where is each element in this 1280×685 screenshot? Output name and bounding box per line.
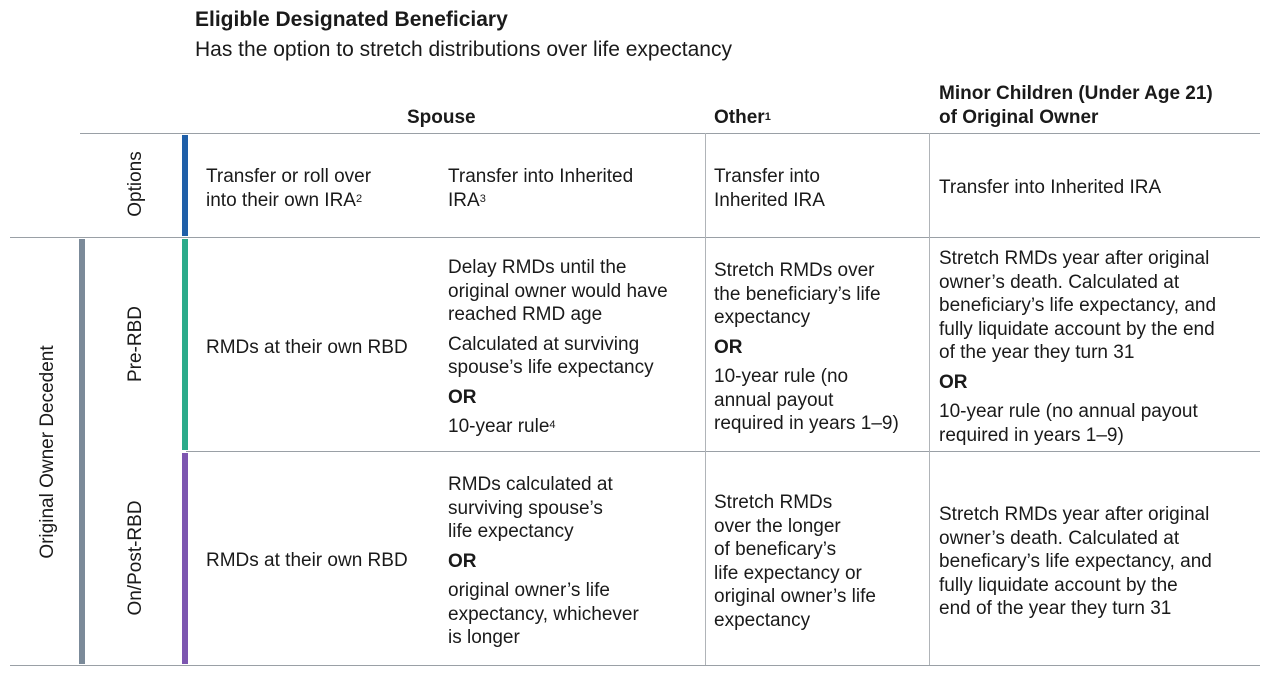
cell-text-line: Transfer into Inherited	[448, 166, 634, 187]
cell-text-line: Stretch RMDs	[714, 492, 833, 513]
cell-text-line: OR	[939, 371, 968, 393]
group-color-bar	[79, 239, 85, 664]
pre-rbd-other: Stretch RMDs over the beneficiary’s life…	[714, 259, 899, 436]
column-divider-other	[705, 133, 706, 665]
column-header-minor-line1: Minor Children (Under Age 21)	[939, 83, 1213, 104]
cell-text-line: Transfer or roll over	[206, 166, 372, 187]
cell-text-line: 10-year rule (no annual payout	[939, 401, 1198, 422]
options-other: Transfer into Inherited IRA	[714, 165, 825, 212]
post-rbd-spouse-calculated: RMDs calculated at surviving spouse’s li…	[448, 473, 639, 650]
cell-text-line: IRA3	[448, 189, 486, 211]
header-divider	[80, 133, 1260, 134]
pre-rbd-spouse-own-rbd: RMDs at their own RBD	[206, 336, 408, 360]
options-color-bar	[182, 135, 188, 236]
cell-text-line: original owner’s life	[448, 580, 610, 601]
cell-text-line: Inherited IRA	[714, 189, 825, 211]
pre-rbd-color-bar	[182, 239, 188, 450]
column-header-other-label: Other	[714, 107, 765, 128]
cell-text-line: fully liquidate account by the	[939, 574, 1178, 596]
column-divider-minor	[929, 133, 930, 665]
cell-text-line: end of the year they turn 31	[939, 598, 1172, 619]
pre-rbd-spouse-delay: Delay RMDs until the original owner woul…	[448, 256, 668, 439]
cell-text-line: surviving spouse’s	[448, 497, 603, 519]
cell-text-line: owner’s death. Calculated at	[939, 527, 1180, 549]
row-label-group: Original Owner Decedent	[37, 345, 58, 559]
footnote-marker: 2	[355, 192, 363, 205]
post-rbd-other: Stretch RMDs over the longer of benefica…	[714, 491, 876, 632]
row-label-pre-rbd: Pre-RBD	[125, 306, 146, 383]
cell-text-line: beneficary’s life expectancy, and	[939, 551, 1212, 572]
cell-text-line: OR	[448, 550, 477, 572]
cell-text-line: RMDs at their own RBD	[206, 550, 408, 571]
cell-text-line: original owner’s life	[714, 586, 876, 607]
column-header-other: Other1	[714, 106, 771, 130]
cell-text-line: Transfer into Inherited IRA	[939, 177, 1162, 198]
options-spouse-inherited-ira: Transfer into Inherited IRA3	[448, 165, 633, 212]
page-title: Eligible Designated Beneficiary	[195, 8, 508, 31]
cell-text-line: fully liquidate account by the end	[939, 318, 1215, 340]
column-header-spouse: Spouse	[407, 107, 476, 128]
cell-text-line: expectancy	[714, 609, 811, 631]
cell-text-line: Stretch RMDs year after original	[939, 248, 1210, 269]
cell-text-line: over the longer	[714, 515, 841, 537]
options-minor: Transfer into Inherited IRA	[939, 176, 1161, 200]
pre-rbd-divider	[186, 451, 1260, 452]
column-header-minor-children: Minor Children (Under Age 21) of Origina…	[939, 82, 1213, 130]
table-bottom-line	[10, 665, 1260, 666]
cell-text-line: Stretch RMDs over	[714, 260, 875, 281]
cell-text-line: beneficiary’s life expectancy, and	[939, 295, 1217, 316]
cell-text-line: spouse’s life expectancy	[448, 357, 654, 378]
cell-text-line: 10-year rule (no	[714, 366, 849, 387]
cell-text-line: of the year they turn 31	[939, 342, 1135, 363]
column-header-minor-line2: of Original Owner	[939, 107, 1099, 128]
post-rbd-minor: Stretch RMDs year after original owner’s…	[939, 503, 1212, 621]
cell-text-line: life expectancy	[448, 521, 574, 542]
cell-text-line: RMDs calculated at	[448, 474, 613, 495]
options-divider	[10, 237, 1260, 238]
cell-text-line: is longer	[448, 627, 520, 648]
cell-text-line: original owner would have	[448, 280, 668, 302]
page-subtitle: Has the option to stretch distributions …	[195, 38, 732, 61]
footnote-marker: 1	[764, 111, 771, 123]
cell-text-line: reached RMD age	[448, 304, 603, 325]
cell-text-line: RMDs at their own RBD	[206, 337, 408, 358]
cell-text-line: Stretch RMDs year after original	[939, 504, 1210, 525]
cell-text-line: the beneficiary’s life	[714, 283, 881, 305]
cell-text-line: Transfer into	[714, 166, 820, 187]
cell-text-line: required in years 1–9)	[714, 413, 899, 434]
cell-text-line: expectancy, whichever	[448, 603, 639, 625]
cell-text-line: OR	[448, 386, 477, 408]
cell-text-line: into their own IRA2	[206, 189, 363, 211]
row-label-options: Options	[125, 151, 146, 217]
options-spouse-roll-over: Transfer or roll over into their own IRA…	[206, 165, 371, 212]
cell-text-line: of beneficary’s	[714, 539, 837, 560]
cell-text-line: owner’s death. Calculated at	[939, 271, 1180, 293]
pre-rbd-minor: Stretch RMDs year after original owner’s…	[939, 247, 1216, 447]
cell-text-line: OR	[714, 336, 743, 358]
cell-text-line: required in years 1–9)	[939, 424, 1124, 446]
footnote-marker: 4	[549, 419, 556, 431]
cell-text-line: Calculated at surviving	[448, 333, 640, 355]
cell-text-line: expectancy	[714, 307, 811, 328]
row-label-post-rbd: On/Post-RBD	[125, 500, 146, 616]
post-rbd-color-bar	[182, 453, 188, 664]
cell-text-line: 10-year rule4	[448, 416, 556, 437]
footnote-marker: 3	[479, 192, 486, 205]
cell-text-line: life expectancy or	[714, 562, 862, 584]
cell-text-line: annual payout	[714, 389, 834, 411]
cell-text-line: Delay RMDs until the	[448, 257, 627, 278]
post-rbd-spouse-own-rbd: RMDs at their own RBD	[206, 549, 408, 573]
